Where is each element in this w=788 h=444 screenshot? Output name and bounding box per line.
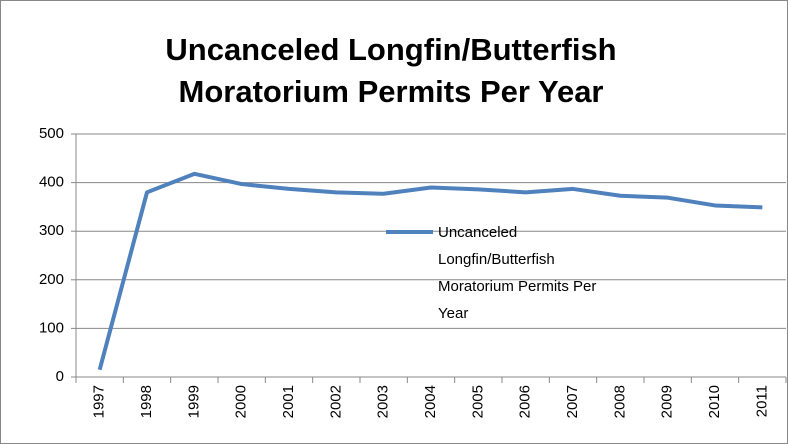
chart-title: Uncanceled Longfin/Butterfish Moratorium… [165,32,617,109]
y-tick-label: 200 [39,271,64,288]
x-tick-label: 2000 [233,385,250,418]
x-tick-label: 1999 [185,385,202,418]
x-tick-label: 2011 [753,385,770,417]
x-tick-label: 2004 [422,385,439,418]
x-tick-label: 2002 [327,385,344,418]
legend-label: Uncanceled Longfin/Butterfish Moratorium… [438,224,597,322]
y-tick-label: 100 [39,319,64,336]
x-tick-label: 2003 [375,385,392,418]
x-tick-label: 2009 [659,385,676,418]
y-tick-label: 500 [39,125,64,142]
x-tick-label: 1998 [138,385,155,418]
y-tick-label: 300 [39,222,64,239]
series-line [97,171,763,371]
y-tick-label: 400 [39,174,64,191]
x-tick-label: 2007 [564,385,581,418]
x-tick-label: 2005 [469,385,486,418]
x-tick-label: 2008 [611,385,628,418]
y-tick-label: 0 [56,368,64,385]
x-tick-label: 1997 [91,385,108,418]
x-tick-label: 2001 [280,385,297,418]
x-tick-label: 2006 [517,385,534,418]
x-tick-label: 2010 [706,385,723,418]
